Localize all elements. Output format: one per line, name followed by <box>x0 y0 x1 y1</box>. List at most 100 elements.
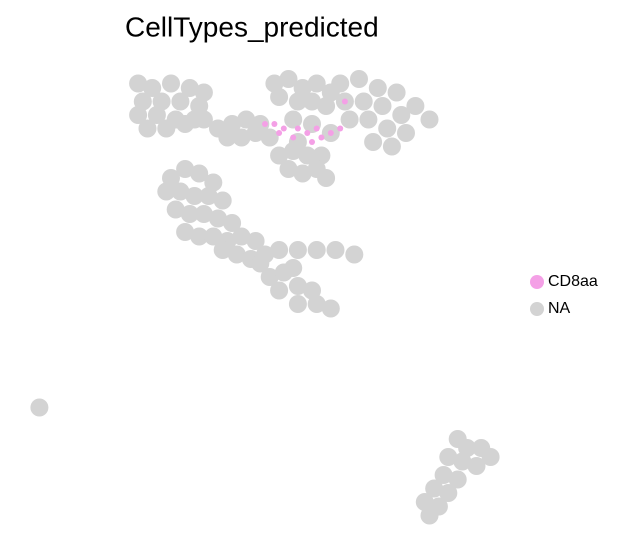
point <box>312 146 331 165</box>
point <box>406 97 425 115</box>
point <box>204 173 223 192</box>
point <box>345 245 364 264</box>
point <box>271 121 278 127</box>
point <box>309 139 315 145</box>
point <box>213 191 232 210</box>
point <box>138 119 157 138</box>
point <box>340 110 359 129</box>
point <box>288 241 307 259</box>
point <box>341 98 348 105</box>
point <box>303 92 321 111</box>
point <box>373 97 392 115</box>
point <box>337 125 344 132</box>
point <box>209 209 227 228</box>
point <box>157 119 176 138</box>
point <box>180 79 199 97</box>
point <box>317 97 336 115</box>
point <box>204 227 223 246</box>
point <box>321 299 340 318</box>
point <box>288 277 307 295</box>
point <box>176 223 195 241</box>
point <box>318 134 325 141</box>
point <box>288 92 307 111</box>
point <box>279 70 298 88</box>
point <box>194 205 213 223</box>
point <box>327 130 334 136</box>
point <box>270 146 289 165</box>
point <box>143 79 162 97</box>
point <box>280 125 287 132</box>
point <box>284 142 303 160</box>
point <box>232 227 251 246</box>
point <box>262 121 268 127</box>
point <box>270 241 289 259</box>
point <box>152 92 171 111</box>
point <box>284 259 303 277</box>
point <box>162 74 180 93</box>
point <box>185 187 204 205</box>
point <box>246 232 265 250</box>
point <box>176 115 195 133</box>
point <box>213 241 232 259</box>
point <box>190 227 209 246</box>
point <box>387 83 406 102</box>
point <box>171 92 190 111</box>
point <box>378 119 397 138</box>
point <box>133 92 152 111</box>
point <box>293 164 312 183</box>
point <box>364 133 383 151</box>
point <box>223 214 242 232</box>
point <box>293 79 312 97</box>
point <box>434 466 453 484</box>
point <box>382 137 401 156</box>
point <box>251 254 270 273</box>
point <box>162 169 180 187</box>
point <box>467 457 486 475</box>
point <box>194 110 213 129</box>
point <box>294 125 301 132</box>
point <box>30 398 49 417</box>
legend-marker <box>530 275 544 289</box>
point <box>317 169 336 187</box>
point <box>176 160 195 178</box>
point <box>354 92 373 111</box>
point <box>307 241 326 259</box>
point <box>194 83 213 102</box>
point <box>453 452 472 471</box>
point <box>420 110 439 129</box>
point <box>180 205 199 223</box>
point <box>199 187 218 205</box>
point <box>448 470 467 489</box>
point <box>270 88 289 106</box>
point <box>270 281 289 300</box>
point <box>439 484 458 502</box>
point <box>481 448 500 466</box>
point <box>276 130 283 136</box>
point <box>147 106 166 124</box>
point <box>303 281 321 300</box>
point <box>129 74 148 93</box>
point <box>298 146 317 165</box>
chart-title: CellTypes_predicted <box>125 11 379 42</box>
point <box>288 295 307 313</box>
legend-label: CD8aa <box>548 273 598 290</box>
point <box>284 110 303 129</box>
point <box>227 245 246 264</box>
point <box>368 79 387 97</box>
legend-marker <box>530 302 544 316</box>
point <box>307 295 326 313</box>
point <box>304 130 311 136</box>
legend-label: NA <box>548 300 571 317</box>
point <box>331 74 350 93</box>
point <box>166 200 185 219</box>
point <box>129 106 148 124</box>
point <box>190 97 209 115</box>
point <box>223 115 242 133</box>
point <box>232 128 251 147</box>
point <box>171 182 190 201</box>
point <box>237 110 256 129</box>
point <box>397 124 415 142</box>
point <box>279 160 298 178</box>
point <box>439 448 458 466</box>
